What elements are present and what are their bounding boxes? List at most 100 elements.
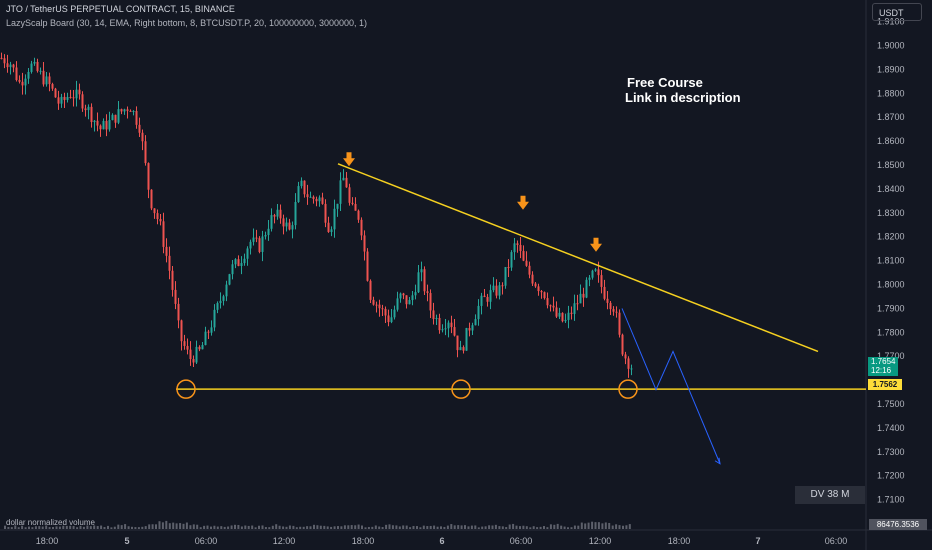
candle-body [504,267,507,286]
candle-body [408,300,411,305]
candle-body [147,163,150,190]
volume-bar [601,523,604,529]
candle-body [627,358,630,369]
volume-bar [326,526,329,529]
volume-bar [4,525,6,529]
volume-bar [251,525,254,529]
volume-bar [244,525,247,529]
candle-body [225,284,228,297]
volume-bar [82,526,85,529]
volume-bar [587,522,590,529]
y-tick-label: 1.7300 [877,447,905,457]
volume-bar [446,525,449,529]
y-tick-label: 1.8500 [877,160,905,170]
candle-body [459,347,462,351]
currency-selector[interactable]: USDT [872,3,922,21]
volume-bar [337,526,339,529]
volume-bar [127,526,130,529]
candle-body [249,241,252,249]
volume-bar [625,525,628,529]
candle-body [462,347,465,351]
volume-bar [131,526,133,529]
volume-bar [182,523,185,529]
volume-bar [488,525,491,529]
candle-body [243,258,246,264]
candle-body [318,197,321,202]
last-price-badge: 1.7654 12:16 [868,357,898,376]
candle-body [456,335,459,351]
candle-body [381,308,384,310]
candle-body [3,58,6,64]
down-arrow-icon [590,237,602,252]
volume-bar [556,523,559,529]
candle-body [534,283,537,287]
candle-body [549,305,552,307]
volume-bar [371,526,374,529]
volume-bar [175,523,178,529]
candle-body [129,110,132,112]
candle-body [438,317,441,331]
candle-body [333,208,336,230]
volume-bar [93,525,96,529]
candle-body [447,322,450,329]
candle-body [42,70,45,85]
volume-bar [388,524,391,529]
y-tick-label: 1.7100 [877,495,905,505]
x-tick-label: 06:00 [510,536,533,546]
volume-bar [467,526,470,529]
volume-bar [505,527,508,529]
volume-bar [38,526,41,529]
volume-bar [604,522,607,529]
candle-body [66,96,69,100]
candle-body [255,237,258,239]
volume-bar [594,522,597,529]
volume-bar [570,527,573,529]
volume-bar [79,525,82,529]
candle-body [114,114,117,123]
candle-body [312,196,315,199]
candle-body [540,291,543,293]
x-tick-label: 06:00 [825,536,848,546]
volume-bar [216,526,219,529]
candle-body [291,225,294,230]
candle-body [630,368,633,370]
x-tick-label: 06:00 [195,536,218,546]
volume-bar [28,526,30,529]
volume-bar [615,524,618,529]
indicator-legend[interactable]: LazyScalp Board (30, 14, EMA, Right bott… [6,18,368,28]
candle-body [477,305,480,320]
candle-body [525,260,528,266]
candle-body [174,289,177,304]
candle-body [360,219,363,236]
candle-body [171,270,174,290]
volume-bar [168,523,171,529]
candle-body [543,292,546,299]
volume-bar [237,524,240,529]
volume-bar [302,526,305,529]
volume-bar [484,526,487,529]
candle-body [183,341,186,346]
volume-bar [367,526,370,529]
candle-body [390,317,393,323]
y-tick-label: 1.7700 [877,351,905,361]
candle-body [558,312,561,317]
candle-body [516,243,519,245]
x-tick-label: 6 [439,536,444,546]
volume-bar [591,521,594,529]
candle-body [315,198,318,202]
volume-bar [422,525,425,529]
volume-bar [567,527,569,529]
y-tick-label: 1.8100 [877,256,905,266]
volume-bar [55,526,58,529]
candle-body [246,248,249,259]
dv-badge[interactable]: DV 38 M [795,486,865,504]
candle-body [366,251,369,281]
candle-body [474,319,477,326]
y-tick-label: 1.8400 [877,184,905,194]
bar-countdown: 12:16 [871,366,892,375]
volume-bar [580,522,583,529]
volume-bar [501,526,504,529]
candle-body [99,125,102,130]
candle-body [555,307,558,317]
